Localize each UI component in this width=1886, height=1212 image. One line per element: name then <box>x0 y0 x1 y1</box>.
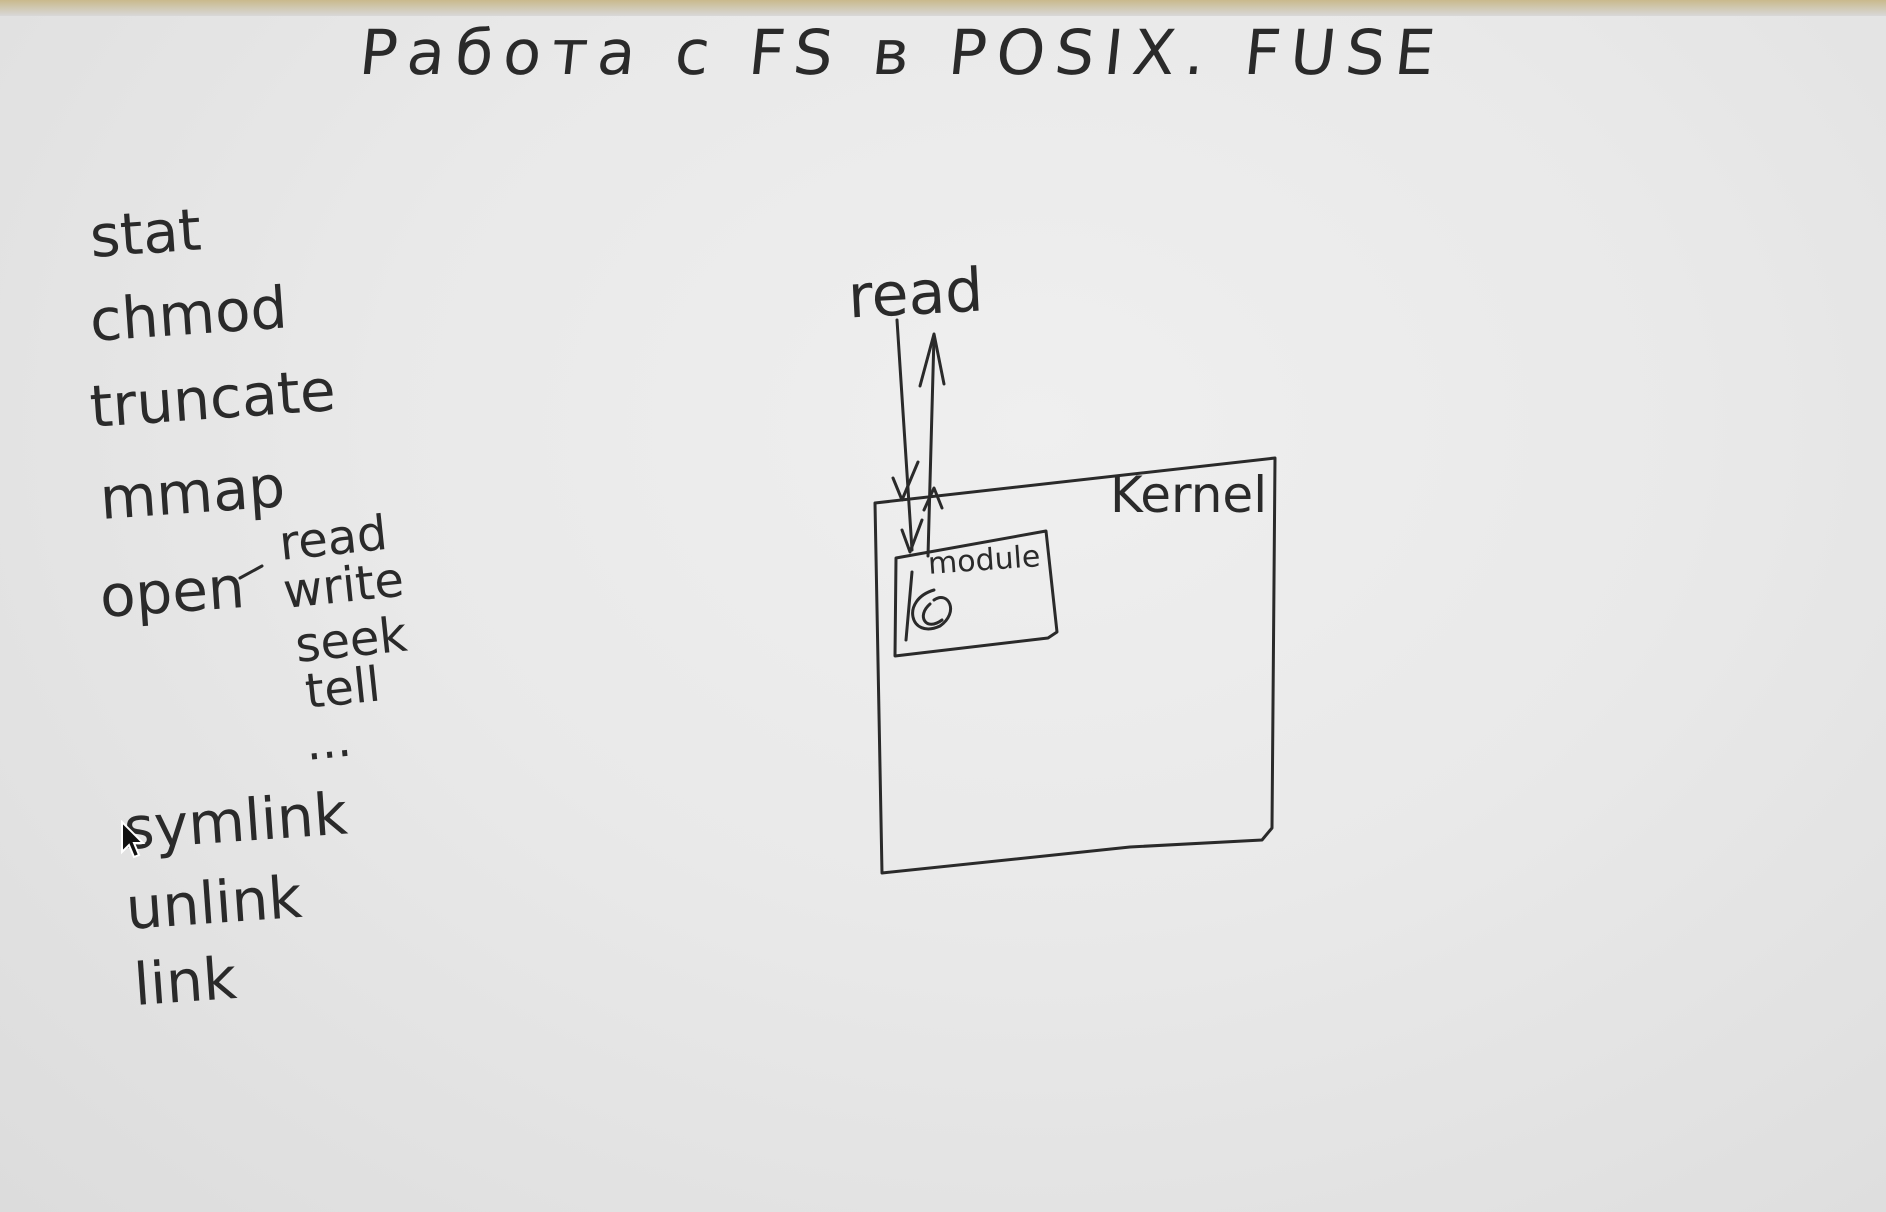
board-top-edge <box>0 0 1886 16</box>
diagram-read-label: read <box>846 255 985 333</box>
down-arrow-head-1 <box>891 460 920 502</box>
up-arrow-head-2 <box>922 486 944 512</box>
up-arrow <box>926 334 936 558</box>
module-loop <box>904 570 952 642</box>
arrow-cursor-icon <box>121 820 146 859</box>
module-box <box>893 529 1059 658</box>
kernel-label: Kernel <box>1110 466 1268 524</box>
kernel-box <box>873 456 1277 875</box>
open-dash <box>238 564 264 580</box>
down-arrow <box>895 318 914 552</box>
module-swirl <box>921 602 944 626</box>
module-label: module <box>926 539 1042 582</box>
up-arrow-head <box>918 332 946 388</box>
down-arrow-head-2 <box>900 518 924 554</box>
